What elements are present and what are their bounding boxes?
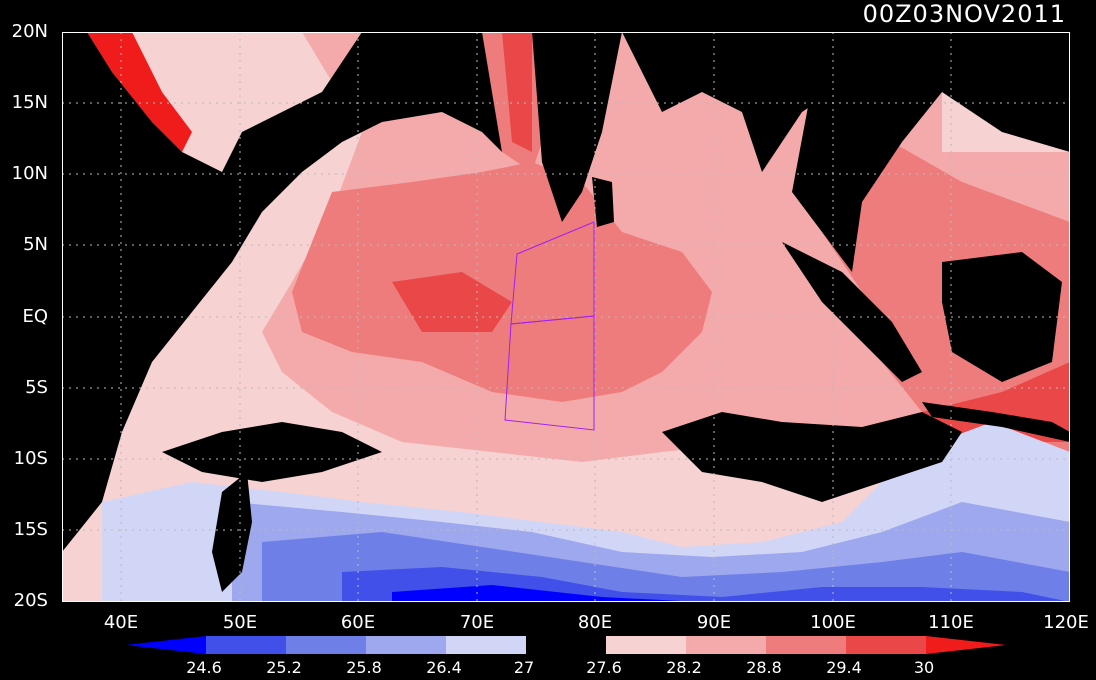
xtick-60e: 60E [340,612,376,633]
india-land [532,32,622,222]
sumatra-land [782,242,922,382]
colorbar-seg-6 [606,636,686,654]
ytick-eq: EQ [22,306,48,327]
colorbar-label: 25.2 [266,658,302,677]
colorbar-seg-4 [446,636,526,654]
xtick-100e: 100E [810,612,856,633]
ytick-15n: 15N [11,92,48,113]
study-box [504,221,595,431]
colorbar-seg-7 [686,636,766,654]
colorbar-seg-1 [206,636,286,654]
xtick-50e: 50E [222,612,258,633]
xtick-80e: 80E [577,612,613,633]
xtick-40e: 40E [103,612,139,633]
southeast-asia-land [792,32,1070,272]
ytick-5s: 5S [25,377,48,398]
colorbar-low-arrow [126,636,206,654]
ytick-20s: 20S [13,590,48,611]
colorbar-seg-8 [766,636,846,654]
sst-band-24-6 [392,585,702,602]
sst-field [62,32,1070,602]
sri-lanka-land [592,177,614,227]
ytick-10n: 10N [11,163,48,184]
bay-of-bengal-coast-land [622,32,832,172]
africa-arabia-land [62,32,502,552]
ytick-5n: 5N [23,234,48,255]
colorbar-seg-5 [526,636,606,654]
colorbar-label: 26.4 [426,658,462,677]
colorbar-high-arrow [926,636,1006,654]
colorbar-label: 25.8 [346,658,382,677]
xtick-120e: 120E [1043,612,1089,633]
sst-band-27-6-se [662,412,962,502]
map-timestamp: 00Z03NOV2011 [862,0,1066,28]
sst-band-red-sea [87,32,192,152]
ytick-10s: 10S [13,448,48,469]
madagascar-land [212,472,252,592]
colorbar-label: 27 [513,658,535,677]
xtick-90e: 90E [696,612,732,633]
sst-band-27-6-sw [162,422,382,482]
xtick-70e: 70E [459,612,495,633]
sst-band-30-b [502,32,532,152]
ytick-20n: 20N [11,21,48,42]
xtick-110e: 110E [928,612,974,633]
colorbar [126,636,1006,654]
colorbar-seg-9 [846,636,926,654]
colorbar-seg-2 [286,636,366,654]
java-land [922,402,1070,442]
colorbar-label: 28.2 [666,658,702,677]
sst-map [62,32,1070,602]
colorbar-seg-3 [366,636,446,654]
colorbar-label: 29.4 [826,658,862,677]
graticule [62,32,1070,602]
colorbar-label: 27.6 [586,658,622,677]
colorbar-label: 24.6 [186,658,222,677]
ytick-15s: 15S [13,519,48,540]
colorbar-label: 28.8 [746,658,782,677]
colorbar-label: 30 [913,658,935,677]
